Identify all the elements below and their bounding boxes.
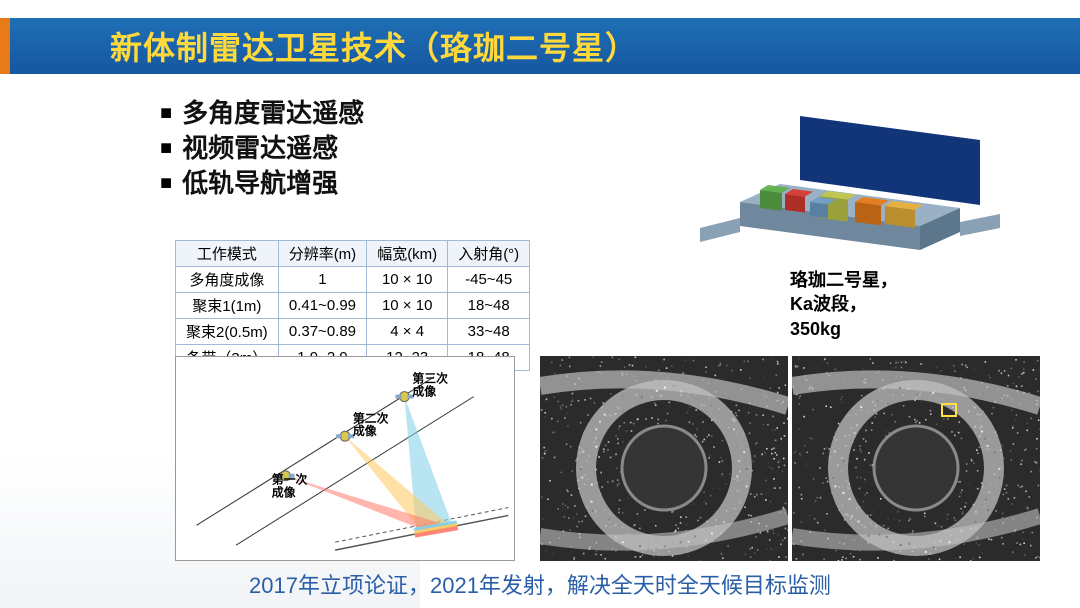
title-band: 新体制雷达卫星技术（珞珈二号星） <box>10 18 1080 74</box>
table-cell: 聚束2(0.5m) <box>176 319 279 345</box>
sar-image-right <box>792 356 1040 561</box>
page-title: 新体制雷达卫星技术（珞珈二号星） <box>110 23 638 69</box>
table-header: 分辨率(m) <box>278 241 367 267</box>
table-cell: 33~48 <box>448 319 530 345</box>
bullet-item: 多角度雷达遥感 <box>160 96 364 131</box>
table-cell: 10 × 10 <box>367 267 448 293</box>
specs-table: 工作模式分辨率(m)幅宽(km)入射角(°) 多角度成像110 × 10-45~… <box>175 240 530 371</box>
table-cell: 多角度成像 <box>176 267 279 293</box>
table-cell: 0.41~0.99 <box>278 293 367 319</box>
bullet-list: 多角度雷达遥感 视频雷达遥感 低轨导航增强 <box>160 96 364 201</box>
sar-image-pair <box>540 356 1040 561</box>
imaging-diagram: 第三次成像第二次成像第一次成像 <box>175 356 515 561</box>
table-cell: 聚束1(1m) <box>176 293 279 319</box>
table-header: 幅宽(km) <box>367 241 448 267</box>
bullet-item: 低轨导航增强 <box>160 166 364 201</box>
bullet-item: 视频雷达遥感 <box>160 131 364 166</box>
table-header: 入射角(°) <box>448 241 530 267</box>
table-row: 聚束2(0.5m)0.37~0.894 × 433~48 <box>176 319 530 345</box>
accent-stripe <box>0 18 10 74</box>
satellite-caption: 珞珈二号星， Ka波段， 350kg <box>790 268 990 341</box>
satellite-figure <box>700 110 1000 280</box>
svg-text:成像: 成像 <box>272 486 296 500</box>
table-row: 多角度成像110 × 10-45~45 <box>176 267 530 293</box>
table-row: 聚束1(1m)0.41~0.9910 × 1018~48 <box>176 293 530 319</box>
svg-text:成像: 成像 <box>412 385 436 399</box>
table-cell: 1 <box>278 267 367 293</box>
table-header: 工作模式 <box>176 241 279 267</box>
title-bar: 新体制雷达卫星技术（珞珈二号星） <box>0 18 1080 74</box>
caption-line: 珞珈二号星， <box>790 268 990 292</box>
caption-line: 350kg <box>790 317 990 341</box>
sar-image-left <box>540 356 788 561</box>
table-cell: -45~45 <box>448 267 530 293</box>
table-cell: 10 × 10 <box>367 293 448 319</box>
table-cell: 4 × 4 <box>367 319 448 345</box>
table-cell: 18~48 <box>448 293 530 319</box>
svg-text:成像: 成像 <box>353 424 377 438</box>
footer-text: 2017年立项论证，2021年发射，解决全天时全天候目标监测 <box>0 568 1080 600</box>
caption-line: Ka波段， <box>790 292 990 316</box>
table-cell: 0.37~0.89 <box>278 319 367 345</box>
